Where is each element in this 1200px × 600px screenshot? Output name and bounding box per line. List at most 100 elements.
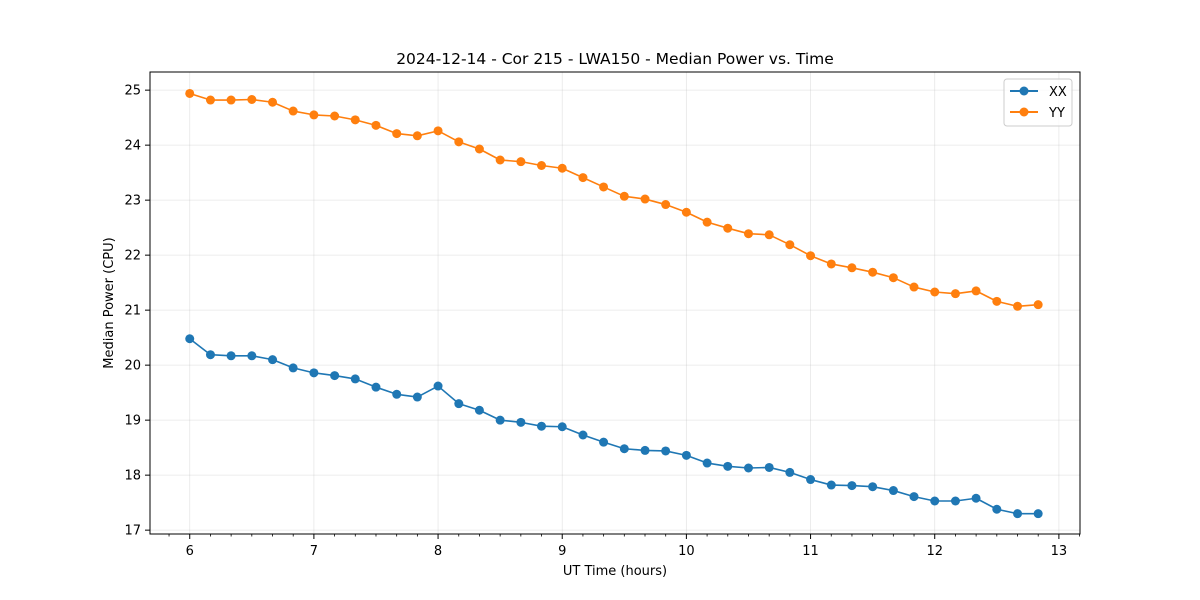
data-point-yy bbox=[247, 95, 257, 104]
data-point-yy bbox=[599, 182, 609, 192]
data-point-yy bbox=[412, 131, 422, 141]
legend-marker-xx bbox=[1019, 86, 1029, 96]
data-point-xx bbox=[205, 350, 215, 360]
data-point-yy bbox=[516, 157, 526, 167]
data-point-yy bbox=[888, 273, 898, 283]
y-tick-label: 23 bbox=[124, 194, 141, 209]
data-point-yy bbox=[1033, 300, 1043, 310]
x-tick-label: 10 bbox=[678, 544, 695, 559]
data-point-yy bbox=[723, 223, 733, 233]
data-point-xx bbox=[619, 444, 629, 454]
x-tick-label: 8 bbox=[434, 544, 442, 559]
y-tick-label: 21 bbox=[124, 304, 141, 319]
legend-label-xx: XX bbox=[1049, 85, 1067, 100]
x-tick-label: 11 bbox=[802, 544, 819, 559]
data-point-yy bbox=[971, 286, 981, 296]
data-point-xx bbox=[847, 481, 857, 491]
data-point-xx bbox=[930, 496, 940, 506]
y-tick-label: 20 bbox=[124, 359, 141, 374]
data-point-yy bbox=[288, 106, 298, 116]
data-point-xx bbox=[226, 351, 236, 361]
data-point-xx bbox=[412, 392, 422, 402]
data-point-xx bbox=[516, 417, 526, 427]
y-tick-label: 18 bbox=[124, 469, 141, 484]
data-point-yy bbox=[764, 230, 774, 240]
data-point-yy bbox=[578, 173, 588, 183]
x-tick-label: 9 bbox=[558, 544, 566, 559]
data-point-xx bbox=[764, 462, 774, 472]
data-point-xx bbox=[309, 368, 319, 378]
x-tick-label: 6 bbox=[186, 544, 194, 559]
legend: XX YY bbox=[1003, 78, 1073, 127]
data-point-yy bbox=[557, 163, 567, 173]
data-point-xx bbox=[578, 430, 588, 440]
data-point-xx bbox=[599, 437, 609, 447]
data-point-xx bbox=[454, 399, 464, 409]
grid bbox=[150, 72, 1080, 534]
data-point-yy bbox=[433, 126, 443, 136]
data-point-xx bbox=[433, 381, 443, 391]
data-point-yy bbox=[661, 200, 671, 210]
data-point-yy bbox=[826, 259, 836, 269]
data-point-xx bbox=[474, 405, 484, 415]
data-point-xx bbox=[950, 496, 960, 506]
data-point-yy bbox=[743, 229, 753, 239]
data-point-xx bbox=[909, 492, 919, 502]
data-point-yy bbox=[268, 97, 278, 107]
data-point-xx bbox=[1033, 509, 1043, 519]
data-point-xx bbox=[702, 458, 712, 468]
data-point-yy bbox=[640, 194, 650, 204]
data-point-yy bbox=[226, 95, 236, 105]
plot-frame bbox=[149, 71, 1081, 535]
data-point-yy bbox=[536, 161, 546, 170]
data-point-xx bbox=[806, 475, 816, 485]
data-point-xx bbox=[392, 389, 402, 399]
data-point-xx bbox=[868, 482, 878, 492]
data-point-yy bbox=[474, 144, 484, 154]
data-point-yy bbox=[930, 287, 940, 297]
y-axis-label: Median Power (CPU) bbox=[102, 237, 117, 368]
data-point-xx bbox=[661, 446, 671, 456]
data-point-yy bbox=[847, 263, 857, 273]
data-point-xx bbox=[681, 450, 691, 460]
data-point-yy bbox=[330, 111, 340, 121]
data-point-xx bbox=[785, 467, 795, 477]
data-point-xx bbox=[495, 415, 505, 425]
data-point-yy bbox=[868, 267, 878, 277]
data-point-xx bbox=[350, 374, 360, 384]
legend-label-yy: YY bbox=[1048, 106, 1065, 121]
data-point-yy bbox=[309, 110, 319, 120]
x-tick-label: 13 bbox=[1051, 544, 1068, 559]
data-point-xx bbox=[640, 445, 650, 455]
data-point-xx bbox=[330, 371, 340, 381]
data-point-xx bbox=[888, 486, 898, 496]
data-point-xx bbox=[247, 351, 257, 361]
legend-marker-yy bbox=[1019, 107, 1029, 117]
data-point-xx bbox=[268, 355, 278, 365]
data-point-yy bbox=[619, 191, 629, 201]
y-tick-label: 25 bbox=[124, 84, 141, 99]
data-point-yy bbox=[495, 155, 505, 165]
data-point-yy bbox=[992, 296, 1002, 306]
data-point-yy bbox=[350, 115, 360, 125]
y-tick-label: 19 bbox=[124, 414, 141, 429]
x-axis-label: UT Time (hours) bbox=[563, 564, 667, 579]
data-point-yy bbox=[1013, 301, 1023, 311]
series-layer bbox=[185, 88, 1043, 519]
data-point-xx bbox=[288, 363, 298, 373]
y-tick-label: 17 bbox=[124, 524, 141, 539]
data-point-xx bbox=[536, 421, 546, 431]
data-point-yy bbox=[454, 137, 464, 147]
data-point-yy bbox=[371, 120, 381, 130]
y-tick-label: 22 bbox=[124, 249, 141, 264]
minor-axis-ticks bbox=[168, 534, 1080, 537]
data-point-xx bbox=[971, 493, 981, 503]
data-point-yy bbox=[205, 95, 215, 105]
data-point-xx bbox=[557, 422, 567, 432]
data-point-yy bbox=[950, 289, 960, 299]
data-point-yy bbox=[702, 217, 712, 227]
y-tick-label: 24 bbox=[124, 139, 141, 154]
data-point-yy bbox=[185, 88, 195, 98]
data-point-yy bbox=[681, 207, 691, 217]
